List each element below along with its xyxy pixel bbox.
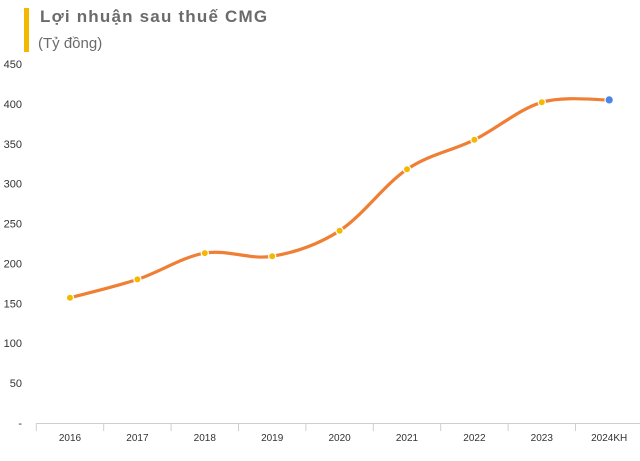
- x-tick-label: 2022: [463, 433, 486, 444]
- data-point: [335, 226, 344, 235]
- y-tick-label: 250: [4, 219, 22, 231]
- x-tick-label: 2024KH: [591, 433, 627, 444]
- y-tick-label: 100: [4, 338, 22, 350]
- data-point: [470, 135, 479, 144]
- x-axis: 2016 2017 2018 2019 2020 2021 2022 2023 2024KH: [35, 423, 640, 444]
- title-accent-bar: [24, 8, 29, 52]
- y-tick-label: 300: [4, 179, 22, 191]
- chart-subtitle: (Tỷ đồng): [38, 35, 103, 52]
- chart-title: Lợi nhuận sau thuế CMG: [40, 7, 269, 26]
- data-point: [537, 98, 547, 107]
- y-tick-label: 450: [4, 59, 22, 71]
- plot-area: [65, 95, 614, 302]
- x-tick-label: 2020: [328, 433, 351, 444]
- y-tick-label: 200: [4, 258, 22, 270]
- series-line: [68, 97, 611, 300]
- data-point: [268, 252, 277, 261]
- y-tick-label: 350: [4, 139, 22, 151]
- x-tick-label: 2023: [531, 433, 554, 444]
- data-point: [65, 293, 75, 302]
- data-point: [200, 248, 209, 258]
- x-tick-label: 2021: [396, 433, 419, 444]
- y-axis: - 50 100 150 200 250 300 350 400 450: [4, 59, 23, 430]
- x-tick-label: 2016: [59, 433, 82, 444]
- y-tick-label: 50: [10, 378, 22, 390]
- data-point: [133, 275, 142, 284]
- data-point-highlighted: [604, 95, 614, 105]
- y-tick-label: 400: [4, 99, 22, 111]
- y-tick-label: -: [18, 418, 22, 430]
- data-point: [402, 165, 412, 174]
- x-tick-label: 2017: [126, 433, 149, 444]
- x-tick-label: 2018: [194, 433, 217, 444]
- x-tick-label: 2019: [261, 433, 284, 444]
- y-tick-label: 150: [4, 298, 22, 310]
